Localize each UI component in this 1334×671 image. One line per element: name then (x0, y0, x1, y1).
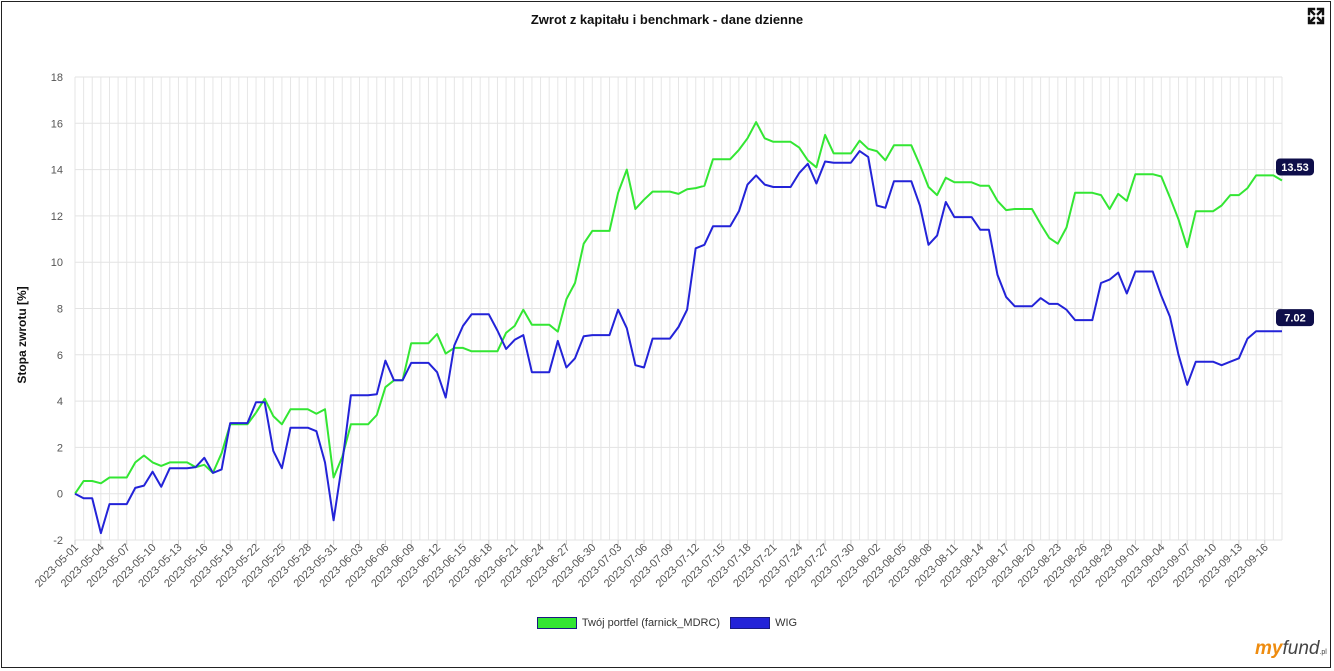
end-value-labels: 13.53 7.02 (1276, 158, 1314, 327)
end-label-portfolio: 13.53 (1276, 158, 1314, 176)
legend-swatch-portfolio (536, 617, 577, 629)
y-tick-label: 12 (51, 211, 63, 223)
y-tick-label: 16 (51, 118, 63, 130)
y-tick-label: 4 (57, 396, 63, 408)
y-axis-ticks: -2 0 2 4 6 8 10 12 14 16 18 (51, 72, 63, 547)
y-tick-label: 0 (57, 489, 63, 501)
end-label-box (1276, 158, 1314, 176)
end-label-text: 13.53 (1281, 162, 1309, 174)
y-tick-label: 6 (57, 350, 63, 362)
y-tick-label: 10 (51, 257, 63, 269)
myfund-logo: myfund.pl (1255, 638, 1327, 659)
y-tick-label: 14 (51, 165, 63, 177)
y-tick-label: -2 (53, 535, 63, 547)
legend-item-portfolio[interactable]: Twój portfel (farnick_MDRC) (536, 617, 721, 629)
end-label-wig: 7.02 (1276, 309, 1314, 327)
series-line-portfolio (74, 121, 1283, 495)
legend: Twój portfel (farnick_MDRC) WIG (0, 617, 1334, 629)
end-label-box (1276, 309, 1314, 327)
legend-label-portfolio: Twój portfel (farnick_MDRC) (581, 617, 721, 629)
grid-lines (74, 76, 1283, 541)
fullscreen-icon[interactable] (1306, 6, 1326, 26)
y-axis-label: Stopa zwrotu [%] (15, 286, 29, 383)
y-tick-label: 2 (57, 442, 63, 454)
series-lines (74, 121, 1283, 535)
legend-swatch-wig (730, 617, 771, 629)
x-axis-ticks: 2023-05-012023-05-042023-05-072023-05-10… (33, 540, 1271, 590)
legend-item-wig[interactable]: WIG (730, 617, 797, 629)
y-tick-label: 18 (51, 72, 63, 84)
y-tick-label: 8 (57, 304, 63, 316)
series-line-wig (74, 150, 1282, 535)
legend-label-wig: WIG (775, 617, 798, 629)
end-label-text: 7.02 (1284, 313, 1305, 325)
chart-title: Zwrot z kapitału i benchmark - dane dzie… (530, 12, 804, 27)
